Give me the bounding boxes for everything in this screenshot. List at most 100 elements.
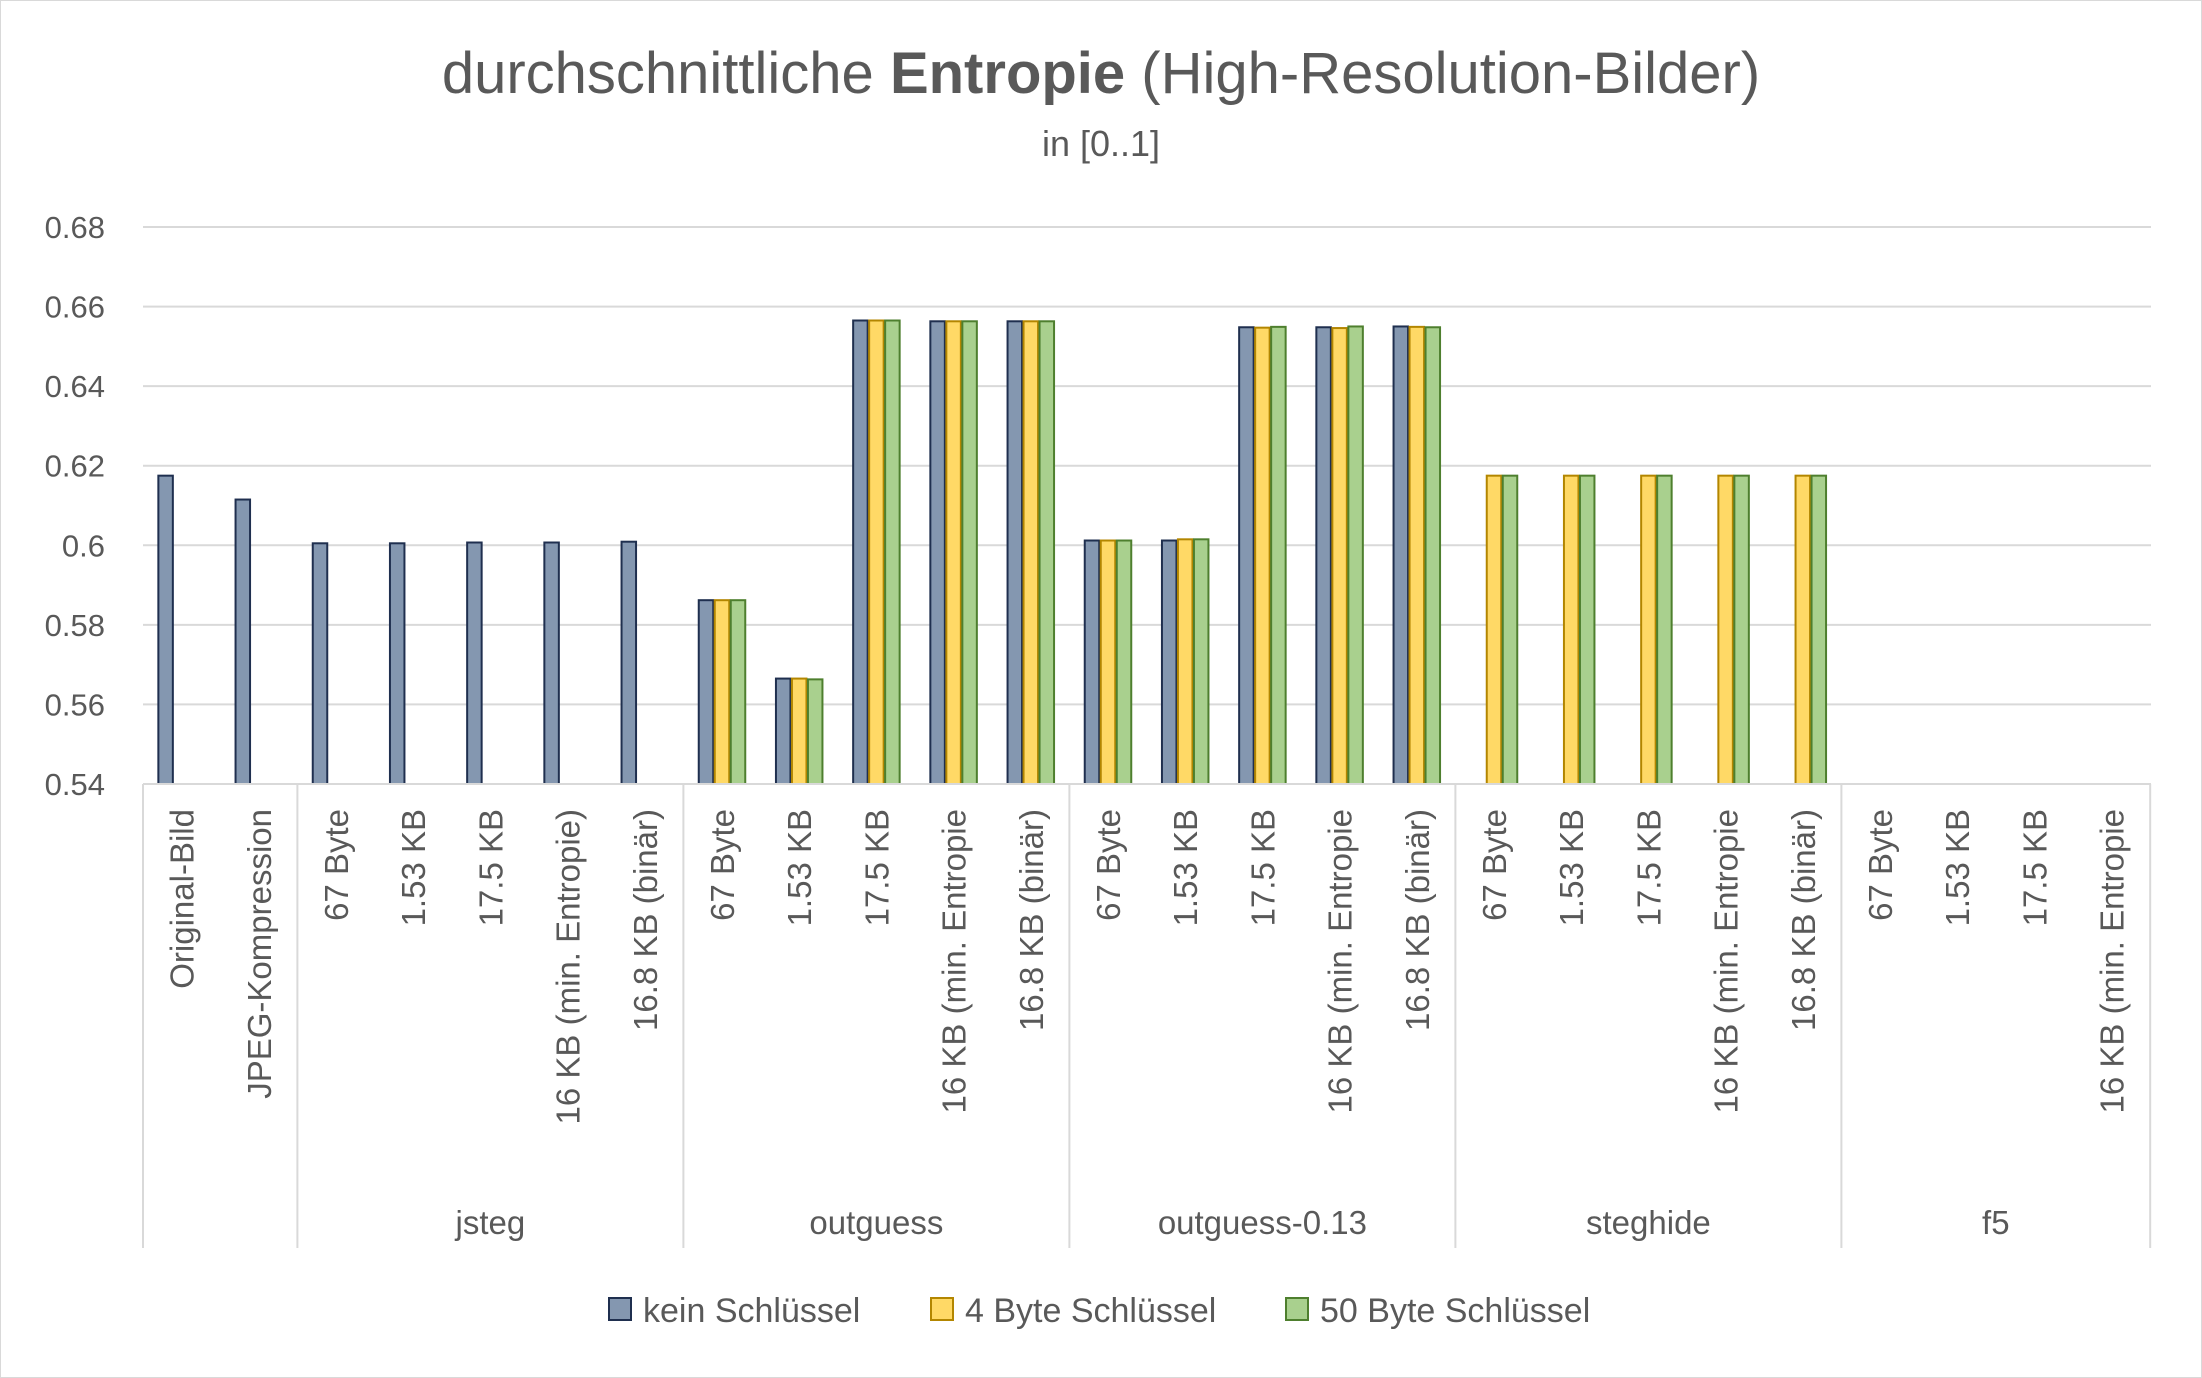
y-tick-label: 0.56	[45, 687, 105, 722]
bar	[1578, 474, 1596, 785]
bar	[234, 498, 252, 785]
bar	[1485, 474, 1503, 785]
bar	[1424, 326, 1442, 785]
bar	[1656, 474, 1673, 785]
legend: kein Schlüssel 4 Byte Schlüssel 50 Byte Sc…	[608, 1292, 1590, 1330]
bar	[1315, 326, 1332, 785]
y-tick-label: 0.54	[45, 767, 105, 802]
bar	[157, 474, 174, 785]
bar	[1562, 474, 1580, 785]
category-label: 17.5 KB	[1244, 809, 1281, 926]
bars	[157, 319, 1828, 786]
y-tick-label: 0.68	[45, 210, 105, 245]
bar	[1115, 539, 1133, 785]
bar	[884, 319, 901, 785]
x-axis	[142, 783, 2152, 1248]
category-label: 16 KB (min. Entropie	[936, 809, 973, 1113]
bar	[945, 320, 962, 785]
category-labels: Original-Bild JPEG-Kompression 67 Byte 1.53…	[164, 809, 2131, 1124]
bar	[729, 599, 747, 785]
y-tick-label: 0.64	[45, 369, 105, 404]
bar	[1501, 474, 1519, 785]
group-label: steghide	[1586, 1204, 1711, 1241]
chart-title-bold: Entropie	[890, 41, 1125, 106]
bar	[1083, 539, 1101, 785]
category-label: 16.8 KB (binär)	[1785, 809, 1822, 1031]
bar	[806, 678, 824, 786]
chart-title: durchschnittliche Entropie (High-Resolut…	[442, 41, 1760, 106]
legend-label: 4 Byte Schlüssel	[965, 1292, 1216, 1330]
legend-swatch	[608, 1297, 632, 1321]
bar	[1006, 320, 1024, 785]
bar	[1192, 538, 1210, 786]
group-label: f5	[1982, 1204, 2010, 1241]
bar	[1733, 474, 1750, 785]
legend-label: 50 Byte Schlüssel	[1320, 1292, 1590, 1330]
chart-subtitle: in [0..1]	[1042, 123, 1160, 164]
bar	[697, 599, 715, 785]
bar	[1347, 325, 1364, 785]
category-label: 67 Byte	[1090, 809, 1127, 921]
bar	[1160, 539, 1178, 785]
bar	[1408, 325, 1426, 785]
category-label: Original-Bild	[164, 809, 201, 989]
chart-title-suffix: (High-Resolution-Bilder)	[1125, 41, 1760, 106]
gridlines	[143, 226, 2151, 706]
category-label: 1.53 KB	[1553, 809, 1590, 926]
legend-swatch	[1285, 1297, 1309, 1321]
chart-title-prefix: durchschnittliche	[442, 41, 890, 106]
legend-label: kein Schlüssel	[643, 1292, 860, 1330]
bar	[1331, 327, 1348, 785]
bar	[311, 542, 329, 786]
y-tick-label: 0.62	[45, 449, 105, 484]
category-label: 16 KB (min. Entropie	[1708, 809, 1745, 1113]
bar	[1810, 474, 1828, 785]
bar	[1717, 474, 1734, 785]
bar	[1392, 325, 1410, 785]
group-labels: jsteg outguess outguess-0.13 steghide f5	[455, 1204, 2010, 1241]
category-label: 67 Byte	[318, 809, 355, 921]
y-tick-label: 0.58	[45, 608, 105, 643]
group-label: outguess	[809, 1204, 943, 1241]
category-label: 16 KB (min. Entropie	[2094, 809, 2131, 1113]
category-label: 16 KB (min. Entropie	[1322, 809, 1359, 1113]
bar	[388, 542, 406, 786]
legend-swatch	[930, 1297, 954, 1321]
category-label: 17.5 KB	[1630, 809, 1667, 926]
bar	[1099, 539, 1117, 785]
bar	[852, 319, 869, 785]
category-label: 1.53 KB	[1939, 809, 1976, 926]
bar	[790, 677, 808, 786]
group-label: jsteg	[455, 1204, 526, 1241]
bar	[466, 541, 483, 786]
bar	[1238, 326, 1255, 785]
category-label: 17.5 KB	[2016, 809, 2053, 926]
bar	[961, 320, 978, 785]
category-label: 1.53 KB	[395, 809, 432, 926]
category-label: 67 Byte	[1862, 809, 1899, 921]
y-tick-label: 0.6	[62, 528, 105, 563]
category-label: 67 Byte	[704, 809, 741, 921]
category-label: 16.8 KB (binär)	[627, 809, 664, 1031]
bar	[1022, 320, 1040, 785]
bar	[868, 319, 885, 785]
bar	[774, 677, 792, 786]
category-label: 1.53 KB	[1167, 809, 1204, 926]
bar	[620, 540, 638, 786]
category-label: 1.53 KB	[781, 809, 818, 926]
category-label: 17.5 KB	[472, 809, 509, 926]
group-label: outguess-0.13	[1158, 1204, 1367, 1241]
category-label: JPEG-Kompression	[241, 809, 278, 1099]
bar	[713, 599, 731, 785]
bar	[1254, 326, 1271, 785]
bar	[543, 541, 560, 786]
category-label: 67 Byte	[1476, 809, 1513, 921]
bar	[929, 320, 946, 785]
bar	[1794, 474, 1812, 785]
bar	[1640, 474, 1657, 785]
category-label: 17.5 KB	[858, 809, 895, 926]
y-tick-label: 0.66	[45, 290, 105, 325]
category-label: 16.8 KB (binär)	[1399, 809, 1436, 1031]
